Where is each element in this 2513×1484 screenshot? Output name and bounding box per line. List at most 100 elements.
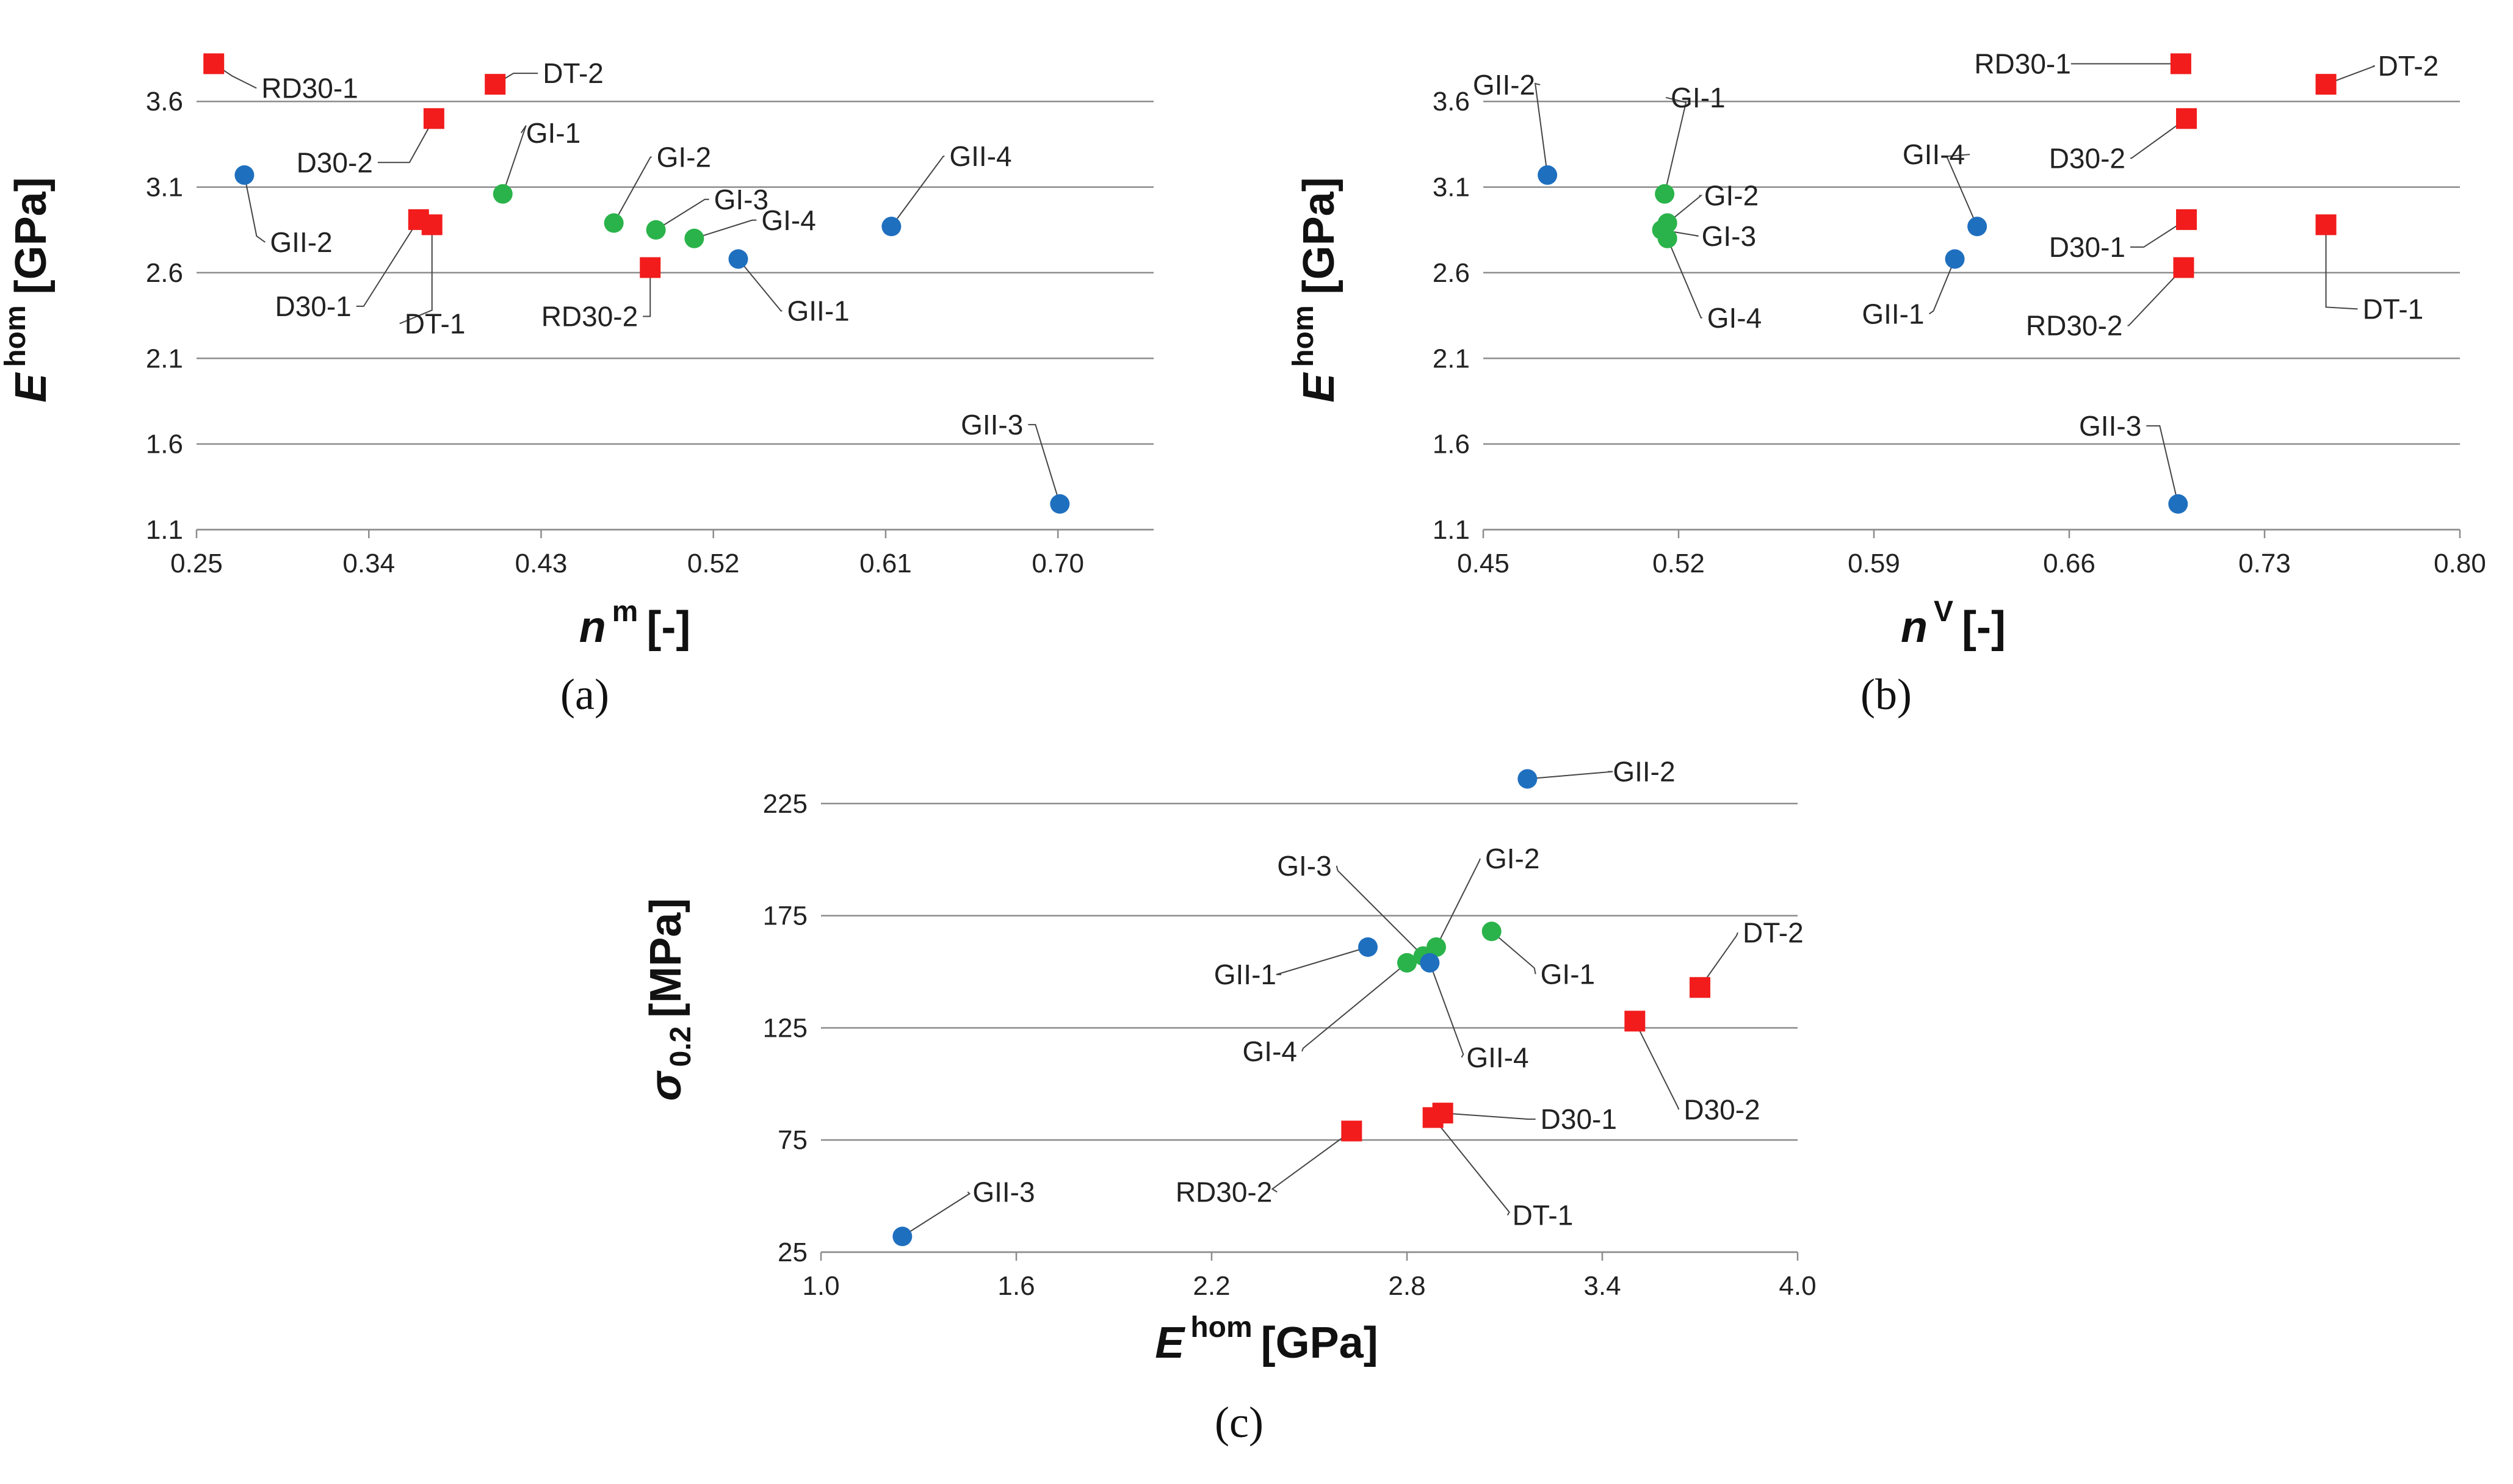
point-d30-2 <box>2176 108 2197 129</box>
y-tick-label: 1.6 <box>1433 430 1470 459</box>
point-rd30-2 <box>640 257 661 278</box>
point-gi-1 <box>493 184 513 204</box>
point-d30-2 <box>423 108 444 129</box>
point-label-d30-2: D30-2 <box>2049 142 2125 174</box>
point-gii-1 <box>1945 249 1965 269</box>
point-rd30-2 <box>2173 257 2194 278</box>
y-tick-label: 175 <box>763 901 808 931</box>
point-label-rd30-1: RD30-1 <box>1974 48 2071 79</box>
leader-line-gii-2 <box>244 175 266 243</box>
y-axis-title: Ehom[GPa] <box>1287 177 1343 402</box>
point-label-dt-1: DT-1 <box>405 308 466 339</box>
leader-line-rd30-2 <box>1271 1130 1352 1193</box>
x-tick-label: 3.4 <box>1583 1271 1621 1301</box>
point-label-gi-4: GI-4 <box>1707 302 1762 334</box>
leader-line-rd30-2 <box>2127 267 2185 326</box>
y-tick-label: 2.6 <box>1433 258 1470 288</box>
point-label-gi-3: GI-3 <box>1702 220 1756 252</box>
x-tick-label: 0.70 <box>1032 549 1084 578</box>
point-label-dt-2: DT-2 <box>1743 917 1804 948</box>
point-gii-4 <box>1420 953 1440 973</box>
leader-line-gii-4 <box>1945 154 1978 227</box>
point-label-gii-4: GII-4 <box>1903 139 1965 170</box>
point-label-d30-1: D30-1 <box>275 290 351 322</box>
point-gi-4 <box>1397 953 1417 973</box>
leader-line-d30-2 <box>2130 118 2187 159</box>
x-tick-label: 0.73 <box>2238 549 2291 578</box>
x-tick-label: 0.80 <box>2434 549 2486 578</box>
leader-line-rd30-2 <box>643 267 651 317</box>
leader-line-d30-2 <box>377 118 435 164</box>
leader-line-gii-3 <box>902 1191 971 1237</box>
leader-line-gii-1 <box>737 258 783 312</box>
point-gi-2 <box>604 213 624 233</box>
point-gii-1 <box>1358 937 1378 957</box>
point-gii-3 <box>1050 494 1070 514</box>
leader-line-dt-2 <box>2326 65 2375 85</box>
point-dt-2 <box>485 74 506 95</box>
point-dt-1 <box>2315 214 2337 236</box>
y-tick-label: 1.6 <box>146 430 183 459</box>
x-tick-label: 1.6 <box>997 1271 1035 1301</box>
leader-line-gi-1 <box>1664 96 1687 195</box>
point-gii-3 <box>2168 494 2188 514</box>
y-tick-label: 225 <box>763 789 808 819</box>
x-tick-label: 1.0 <box>802 1271 839 1301</box>
point-label-rd30-2: RD30-2 <box>1176 1176 1273 1208</box>
point-label-gii-1: GII-1 <box>787 295 849 326</box>
x-tick-label: 0.43 <box>515 549 568 578</box>
leader-line-gii-4 <box>891 156 945 227</box>
point-label-gii-2: GII-2 <box>270 226 332 258</box>
point-label-gi-4: GI-4 <box>761 204 815 236</box>
y-tick-label: 1.1 <box>1433 515 1470 545</box>
point-label-gii-4: GII-4 <box>949 140 1011 172</box>
point-label-gii-2: GII-2 <box>1613 755 1675 787</box>
leader-line-dt-2 <box>1699 932 1738 988</box>
point-gi-1 <box>1481 921 1502 942</box>
leader-line-dt-1 <box>399 225 433 325</box>
point-label-gi-2: GI-2 <box>1704 180 1759 212</box>
leader-line-d30-1 <box>356 219 419 307</box>
point-label-dt-2: DT-2 <box>543 57 604 89</box>
point-label-d30-2: D30-2 <box>1683 1093 1760 1125</box>
point-gi-4 <box>684 228 704 248</box>
point-label-d30-2: D30-2 <box>297 146 373 178</box>
leader-line-dt-1 <box>1432 1117 1510 1216</box>
chart-c: 25 75 125 175 225 1.0 1.6 2.2 2.8 3.4 4.0 GII-2 GI-3… <box>642 755 1817 1447</box>
y-tick-label: 75 <box>778 1125 808 1155</box>
y-tick-label: 3.1 <box>146 173 183 203</box>
point-label-gii-2: GII-2 <box>1473 69 1535 101</box>
chart-a: 1.1 1.6 2.1 2.6 3.1 3.6 0.25 0.34 0.43 0.52 0.61 0.… <box>0 53 1154 719</box>
point-gii-4 <box>1967 217 1987 237</box>
point-dt-2 <box>2315 74 2337 95</box>
point-label-gi-1: GI-1 <box>1541 958 1595 990</box>
point-label-gi-4: GI-4 <box>1243 1036 1297 1067</box>
leader-line-gi-1 <box>502 125 527 195</box>
leader-line-dt-1 <box>2325 225 2358 310</box>
x-tick-label: 0.25 <box>170 549 223 578</box>
x-tick-label: 2.2 <box>1193 1271 1230 1301</box>
leader-line-gii-1 <box>1276 946 1369 976</box>
panel-caption-c: (c) <box>1215 1398 1264 1447</box>
x-tick-label: 0.34 <box>342 549 395 578</box>
point-label-d30-1: D30-1 <box>1541 1103 1617 1135</box>
panel-caption-a: (a) <box>560 670 609 719</box>
point-label-gi-3: GI-3 <box>1277 850 1331 882</box>
x-tick-label: 0.66 <box>2043 549 2095 578</box>
panel-caption-b: (b) <box>1860 670 1912 719</box>
x-axis-title: n V [-] <box>1901 596 2006 652</box>
point-label-dt-2: DT-2 <box>2378 50 2439 82</box>
point-label-d30-1: D30-1 <box>2049 231 2125 263</box>
point-d30-2 <box>1624 1010 1646 1032</box>
point-label-gi-1: GI-1 <box>1671 82 1725 113</box>
y-axis-title: σ0.2[MPa] <box>642 898 697 1101</box>
leader-line-gii-1 <box>1928 259 1956 315</box>
chart-b: 1.1 1.6 2.1 2.6 3.1 3.6 0.45 0.52 0.59 0.66 0.73 0.… <box>1287 48 2486 719</box>
point-label-gi-1: GI-1 <box>526 117 580 149</box>
point-label-gii-3: GII-3 <box>2079 410 2141 442</box>
point-dt-1 <box>421 214 443 236</box>
point-gii-4 <box>881 217 902 237</box>
point-gi-1 <box>1655 184 1675 204</box>
